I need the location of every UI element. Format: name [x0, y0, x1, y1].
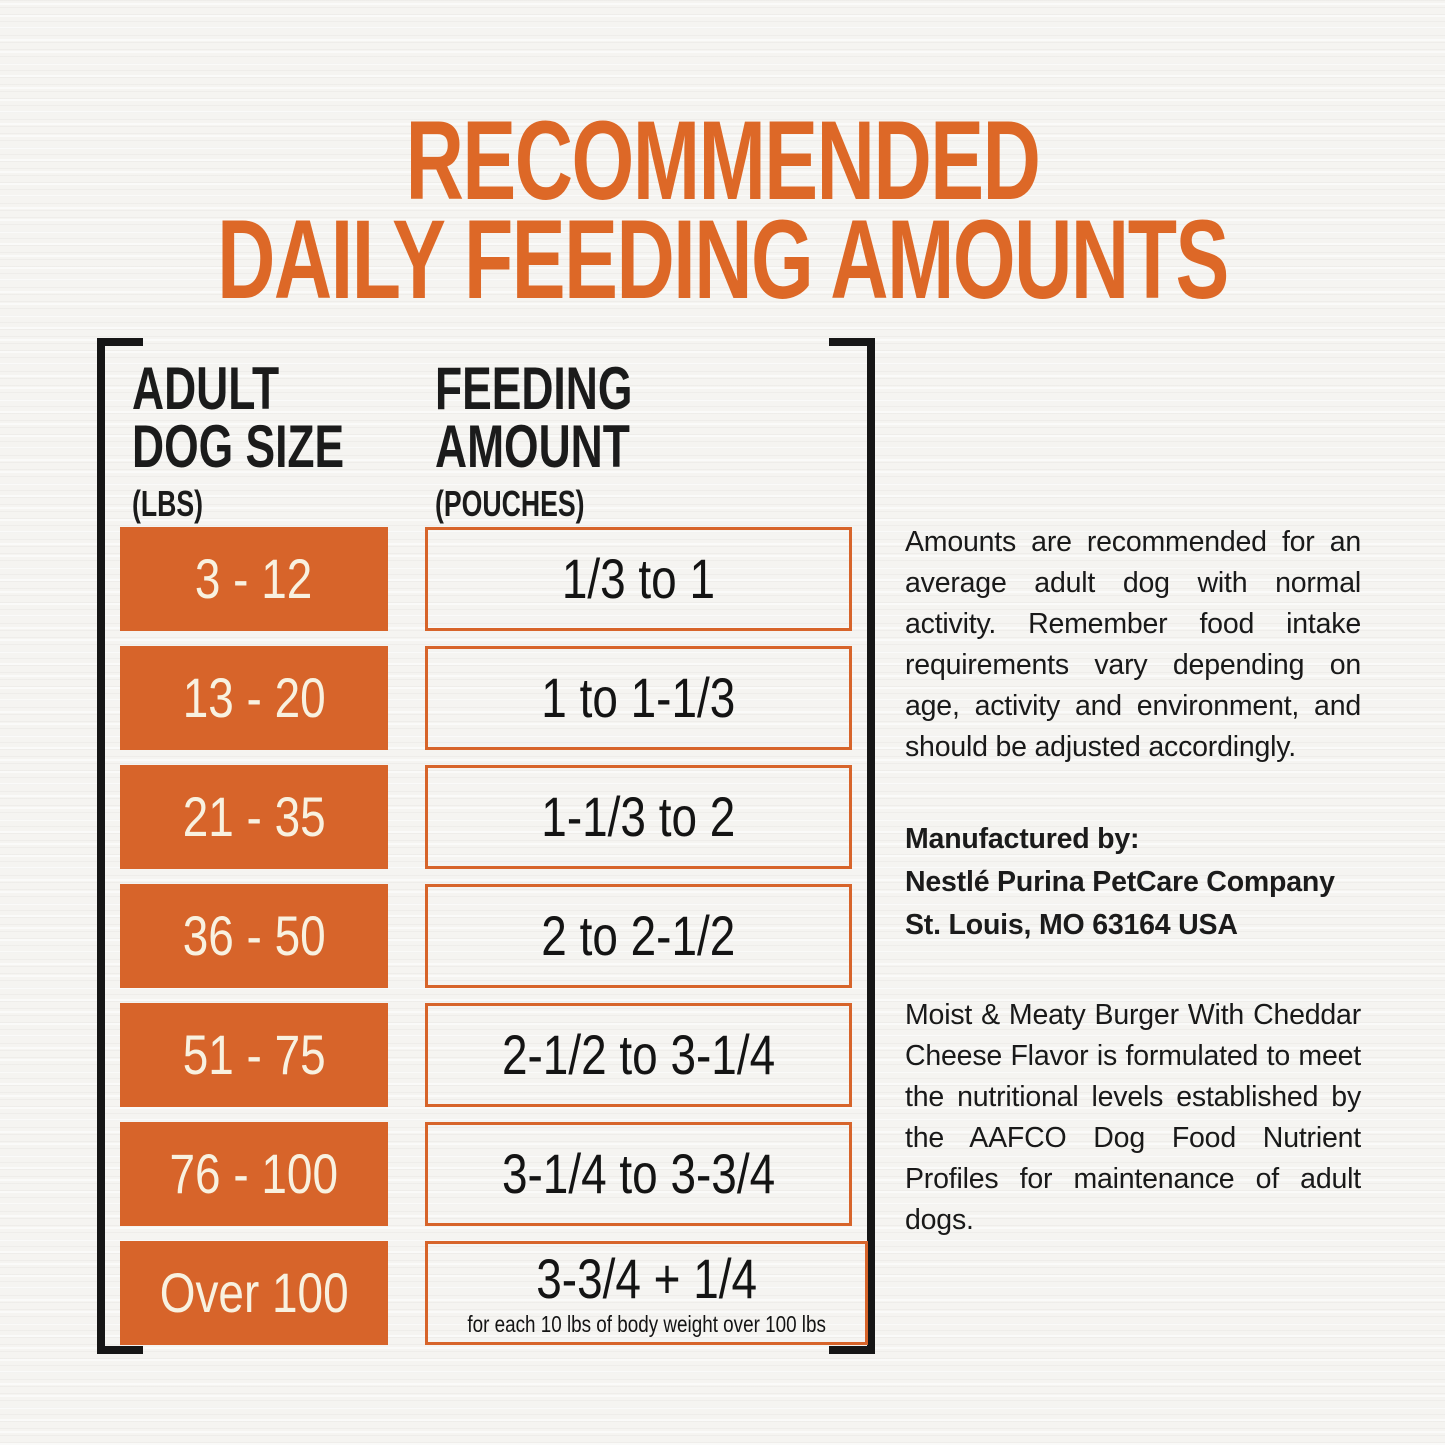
table-row: 21 - 35 1-1/3 to 2	[120, 765, 852, 869]
feeding-amount-header-line2: AMOUNT	[435, 413, 630, 480]
dog-size-value: 36 - 50	[182, 904, 326, 967]
feeding-amount-note: for each 10 lbs of body weight over 100 …	[467, 1310, 826, 1337]
dog-size-header-line2: DOG SIZE	[132, 413, 345, 480]
dog-size-value: 3 - 12	[195, 547, 313, 610]
table-row: 51 - 75 2-1/2 to 3-1/4	[120, 1003, 852, 1107]
dog-size-cell: 36 - 50	[120, 884, 388, 988]
table-row: 36 - 50 2 to 2-1/2	[120, 884, 852, 988]
manufacturer-company: Nestlé Purina PetCare Company	[905, 866, 1335, 898]
dog-size-value: 76 - 100	[169, 1142, 339, 1205]
feeding-table-content: ADULT DOG SIZE (LBS) FEEDING AMOUNT (POU…	[105, 346, 869, 1346]
title-line-2: DAILY FEEDING AMOUNTS	[217, 196, 1229, 322]
dog-size-cell: 51 - 75	[120, 1003, 388, 1107]
dog-size-header-line1: ADULT	[132, 355, 280, 422]
column-header-feeding-amount: FEEDING AMOUNT (POUCHES)	[425, 355, 852, 527]
column-header-dog-size: ADULT DOG SIZE (LBS)	[120, 355, 388, 527]
manufacturer-block: Manufactured by: Nestlé Purina PetCare C…	[905, 818, 1361, 947]
feeding-amount-value: 1/3 to 1	[561, 547, 716, 610]
feeding-amount-value: 2-1/2 to 3-1/4	[501, 1023, 776, 1086]
dog-size-cell: 3 - 12	[120, 527, 388, 631]
feeding-amount-cell: 3-3/4 + 1/4 for each 10 lbs of body weigh…	[425, 1241, 869, 1345]
feeding-amount-cell: 2-1/2 to 3-1/4	[425, 1003, 852, 1107]
page-title: RECOMMENDED DAILY FEEDING AMOUNTS	[0, 98, 1445, 322]
dog-size-cell: 76 - 100	[120, 1122, 388, 1226]
table-header: ADULT DOG SIZE (LBS) FEEDING AMOUNT (POU…	[120, 355, 852, 527]
table-row: 13 - 20 1 to 1-1/3	[120, 646, 852, 750]
dog-size-value: 13 - 20	[182, 666, 326, 729]
feeding-amount-value: 1-1/3 to 2	[541, 785, 736, 848]
feeding-amount-value: 3-1/4 to 3-3/4	[501, 1142, 776, 1205]
feeding-amount-cell: 1 to 1-1/3	[425, 646, 852, 750]
feeding-amount-cell: 2 to 2-1/2	[425, 884, 852, 988]
bracket-right-decoration	[829, 338, 875, 1354]
dog-size-value: Over 100	[159, 1261, 349, 1324]
dog-size-cell: 21 - 35	[120, 765, 388, 869]
dog-size-cell: 13 - 20	[120, 646, 388, 750]
feeding-amount-value: 2 to 2-1/2	[541, 904, 736, 967]
feeding-amount-value: 1 to 1-1/3	[541, 666, 736, 729]
activity-note-paragraph: Amounts are recommended for an average a…	[905, 526, 1361, 763]
dog-size-value: 51 - 75	[182, 1023, 326, 1086]
feeding-amount-cell: 1/3 to 1	[425, 527, 852, 631]
feeding-table: ADULT DOG SIZE (LBS) FEEDING AMOUNT (POU…	[97, 338, 875, 1354]
dog-size-unit-label: (LBS)	[132, 483, 204, 524]
table-row: Over 100 3-3/4 + 1/4 for each 10 lbs of b…	[120, 1241, 869, 1345]
feeding-amount-cell: 3-1/4 to 3-3/4	[425, 1122, 852, 1226]
table-rows: 3 - 12 1/3 to 1 13 - 20 1 to 1-1/3 21 - …	[120, 527, 869, 1345]
bracket-left-decoration	[97, 338, 143, 1354]
aafco-statement-paragraph: Moist & Meaty Burger With Cheddar Cheese…	[905, 999, 1361, 1236]
feeding-amount-cell: 1-1/3 to 2	[425, 765, 852, 869]
dog-size-value: 21 - 35	[182, 785, 326, 848]
title-line-1: RECOMMENDED	[405, 98, 1041, 223]
table-row: 76 - 100 3-1/4 to 3-3/4	[120, 1122, 852, 1226]
dog-size-cell: Over 100	[120, 1241, 388, 1345]
feeding-amount-value: 3-3/4 + 1/4	[536, 1246, 758, 1310]
info-column: Amounts are recommended for an average a…	[905, 522, 1361, 1241]
manufacturer-address: St. Louis, MO 63164 USA	[905, 909, 1238, 941]
manufactured-by-label: Manufactured by:	[905, 823, 1140, 855]
table-row: 3 - 12 1/3 to 1	[120, 527, 852, 631]
feeding-amount-header-line1: FEEDING	[435, 355, 633, 422]
feeding-amount-unit-label: (POUCHES)	[435, 483, 585, 524]
